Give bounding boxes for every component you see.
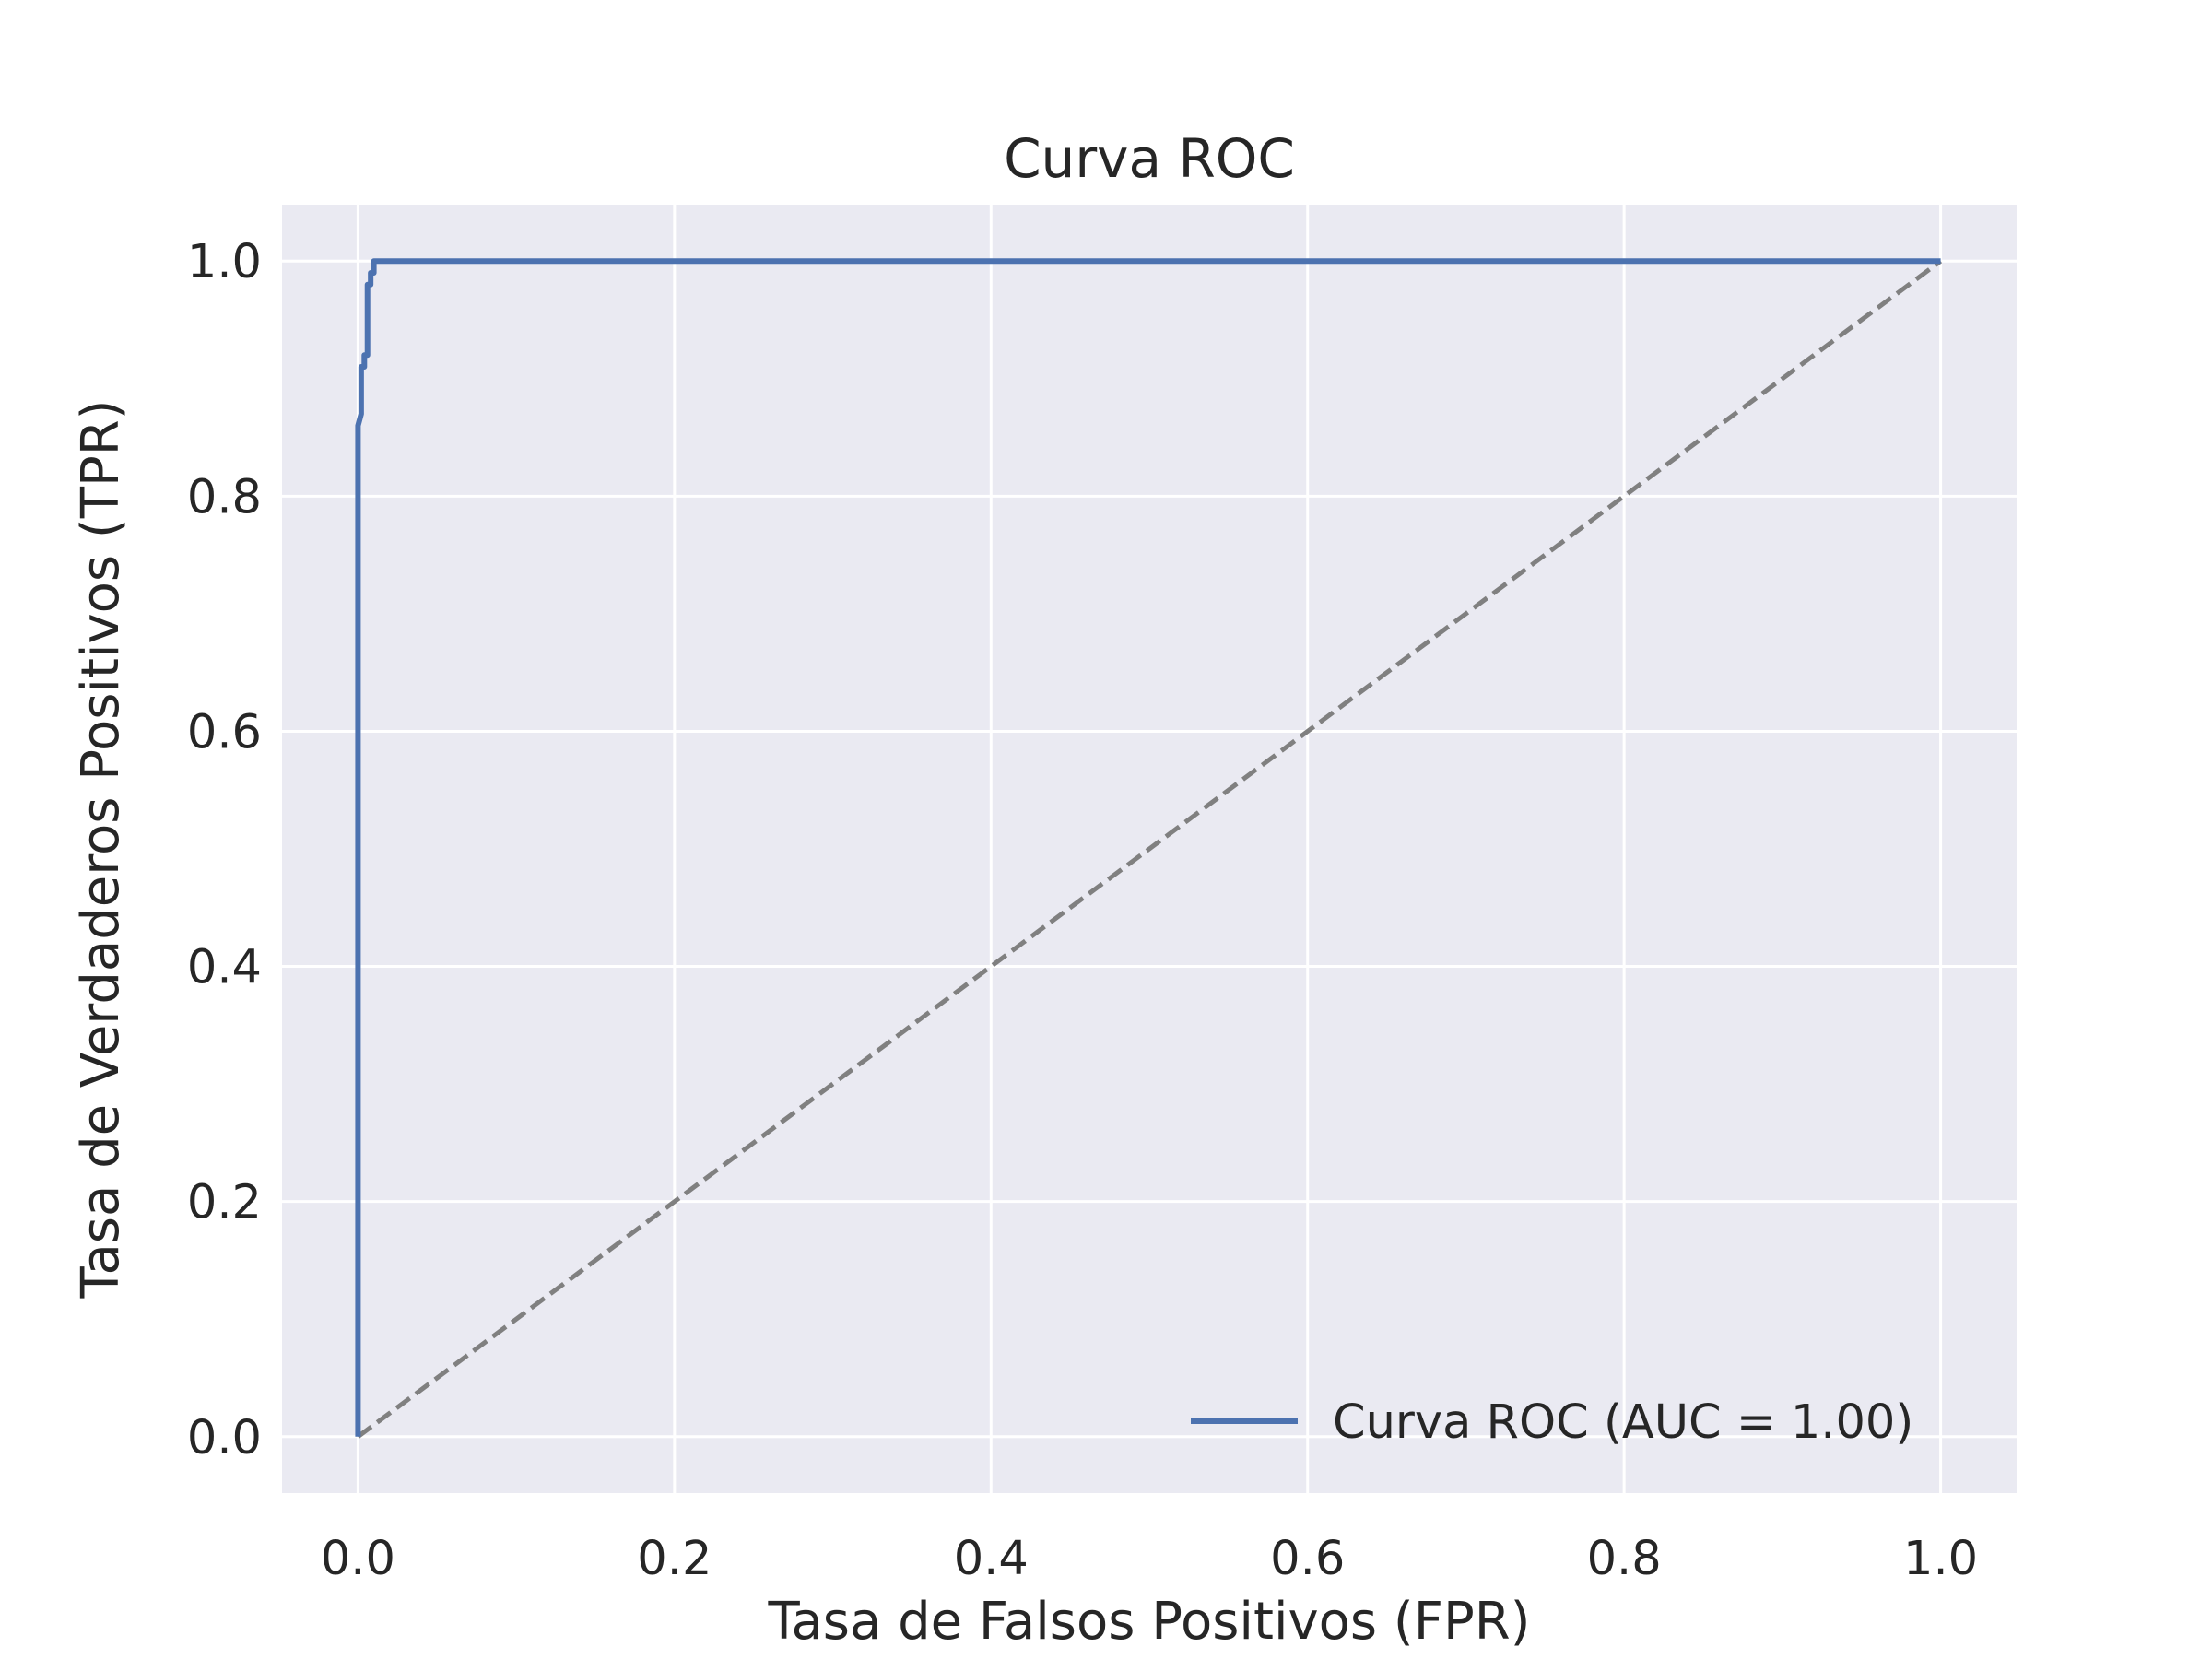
random-classifier-line <box>356 259 1943 1439</box>
x-tick-label: 1.0 <box>1903 1532 1978 1586</box>
tick-labels: 0.0 0.2 0.4 0.6 0.8 1.0 0.0 0.2 0.4 0.6 0.8 1.0 <box>187 235 1978 1586</box>
roc-curve-line <box>355 258 1941 1437</box>
legend-label-roc: Curva ROC (AUC = 1.00) <box>1333 1395 1913 1450</box>
y-tick-label: 0.6 <box>187 705 262 759</box>
y-axis-label: Tasa de Verdaderos Positivos (TPR) <box>71 400 131 1300</box>
x-tick-label: 0.6 <box>1270 1532 1345 1586</box>
x-tick-label: 0.2 <box>637 1532 712 1586</box>
x-axis-label: Tasa de Falsos Positivos (FPR) <box>768 1592 1531 1652</box>
y-tick-label: 0.4 <box>187 941 262 995</box>
legend: Curva ROC (AUC = 1.00) <box>1191 1395 1913 1450</box>
chart-title: Curva ROC <box>1004 127 1295 190</box>
x-tick-label: 0.4 <box>954 1532 1029 1586</box>
y-tick-label: 0.2 <box>187 1176 262 1230</box>
series-layer <box>355 258 1943 1439</box>
y-tick-label: 0.0 <box>187 1411 262 1465</box>
y-tick-label: 0.8 <box>187 470 262 524</box>
x-tick-label: 0.8 <box>1587 1532 1662 1586</box>
y-tick-label: 1.0 <box>187 235 262 289</box>
grid-lines <box>282 205 2017 1493</box>
x-tick-label: 0.0 <box>321 1532 395 1586</box>
